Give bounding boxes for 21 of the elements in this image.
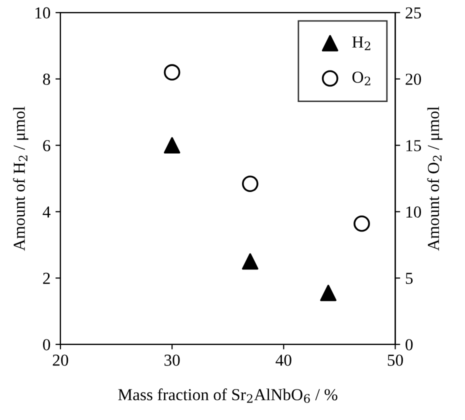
legend-label: O$_{2}$	[352, 72, 370, 86]
y2-tick-label: 10	[406, 206, 422, 218]
x-tick-label: 20	[52, 354, 68, 366]
y-tick-label: 2	[43, 272, 50, 284]
y-axis-title: Amount of H$_{2}$ / μmol	[13, 106, 28, 251]
y2-tick-label: 20	[406, 74, 422, 85]
y-tick-label: 0	[43, 339, 50, 350]
y-tick-label: 10	[36, 7, 50, 19]
x-axis-title: Mass fraction of Sr$_{2}$AlNbO$_{6}$ / %	[118, 388, 338, 403]
legend-label: H$_{2}$	[352, 36, 370, 50]
x-tick-label: 40	[276, 354, 292, 366]
y2-tick-label: 0	[406, 339, 413, 350]
y-tick-label: 8	[43, 74, 50, 85]
y2-tick-label: 15	[406, 140, 421, 152]
y-tick-label: 4	[42, 206, 50, 218]
y-tick-label: 6	[43, 140, 50, 152]
y2-tick-label: 25	[406, 7, 421, 19]
x-tick-label: 50	[388, 354, 403, 366]
y2-tick-label: 5	[406, 272, 413, 284]
y2-axis-title: Amount of O$_{2}$ / μmol	[427, 106, 442, 251]
x-tick-label: 30	[164, 354, 180, 366]
